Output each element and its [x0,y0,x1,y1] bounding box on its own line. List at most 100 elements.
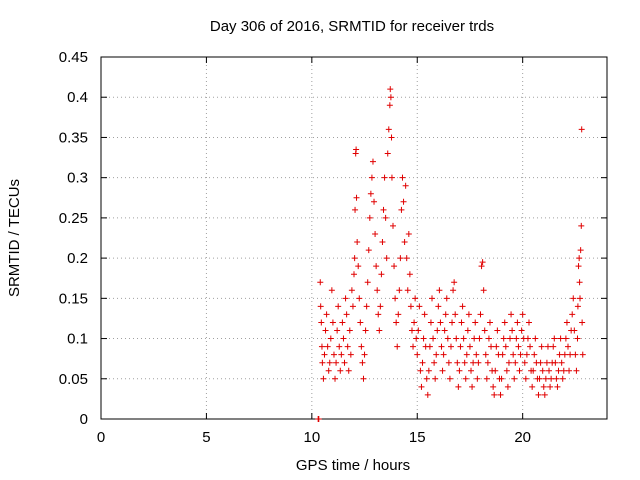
data-point [449,319,456,326]
y-tick-label: 0.45 [59,49,88,66]
data-point [323,311,330,318]
data-point [341,359,348,366]
data-point [529,383,536,390]
data-point [387,86,394,93]
data-point [562,335,569,342]
data-point [552,359,559,366]
data-point [514,319,521,326]
data-point [324,343,331,350]
data-point [457,343,464,350]
data-point [470,359,477,366]
data-point [540,383,547,390]
data-point [476,335,483,342]
chart-title: Day 306 of 2016, SRMTID for receiver trd… [210,18,494,35]
data-point [551,335,558,342]
data-point [434,327,441,334]
data-point [396,287,403,294]
data-point [374,287,381,294]
data-point [444,335,451,342]
data-point [547,383,554,390]
data-point [494,327,501,334]
data-point [515,343,522,350]
data-point [527,343,534,350]
data-point [452,311,459,318]
data-point [483,375,490,382]
data-point [436,287,443,294]
data-point [571,327,578,334]
data-point [508,311,515,318]
data-point [566,367,573,374]
data-point [429,295,436,302]
data-point [525,319,532,326]
data-point [382,214,389,221]
data-point [537,359,544,366]
data-point [503,367,510,374]
data-point [346,327,353,334]
data-point [576,255,583,262]
data-point [349,303,356,310]
data-point [481,327,488,334]
data-point [395,311,402,318]
data-point [392,295,399,302]
grid [101,57,607,419]
data-point [325,367,332,374]
data-point [531,351,538,358]
data-point [365,247,372,254]
data-point [553,375,560,382]
series-srmtid [315,86,586,422]
data-point [368,174,375,181]
data-point [335,303,342,310]
data-point [558,359,565,366]
data-point [332,375,339,382]
data-point [498,375,505,382]
data-point [372,230,379,237]
data-point [493,343,500,350]
data-point [524,335,531,342]
x-axis-title: GPS time / hours [296,457,410,474]
data-point [343,311,350,318]
data-point [509,327,516,334]
x-tick-label: 5 [202,429,210,446]
data-point [578,222,585,229]
data-point [532,335,539,342]
data-point [561,351,568,358]
x-tick-label: 15 [409,429,426,446]
data-point [426,343,433,350]
data-point [352,206,359,213]
data-point [555,367,562,374]
data-point [461,359,468,366]
data-point [351,255,358,262]
data-point [517,351,524,358]
data-point [338,351,345,358]
data-point [522,375,529,382]
data-point [366,214,373,221]
data-point [445,359,452,366]
data-point [567,351,574,358]
data-point [354,239,361,246]
data-point [318,343,325,350]
data-point [387,94,394,101]
data-point [404,287,411,294]
data-point [359,359,366,366]
data-point [579,351,586,358]
x-tick-label: 20 [514,429,531,446]
data-point [455,383,462,390]
data-point [473,351,480,358]
data-point [442,311,449,318]
data-point [505,359,512,366]
data-point [318,319,325,326]
data-point [375,311,382,318]
data-point [378,271,385,278]
data-point [486,319,493,326]
data-point [394,343,401,350]
data-point [575,263,582,270]
data-point [402,182,409,189]
data-point [559,375,566,382]
data-point [497,391,504,398]
data-point [438,343,445,350]
data-point [484,359,491,366]
data-point [469,383,476,390]
data-point [466,343,473,350]
data-point [477,311,484,318]
data-point [423,375,430,382]
